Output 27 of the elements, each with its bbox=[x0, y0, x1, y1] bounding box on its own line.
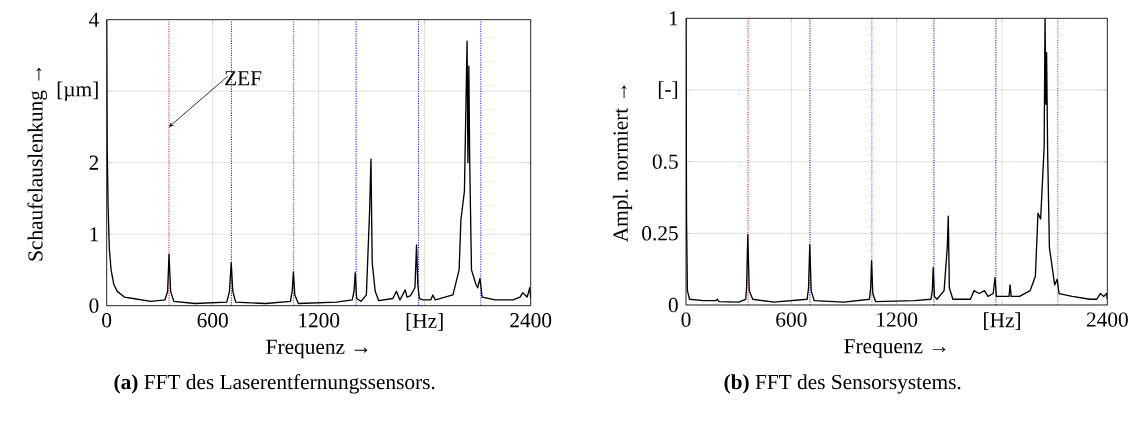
y-tick-label: 1 bbox=[90, 227, 99, 242]
text: (b) FFT des Sensorsystems. bbox=[724, 374, 961, 394]
y-tick-label: 0 bbox=[89, 298, 99, 313]
x-tick-label: 2400 bbox=[1086, 312, 1128, 327]
y-tick-label: 4 bbox=[89, 12, 99, 27]
y-tick-label: [-] bbox=[658, 81, 678, 99]
x-tick-label: [Hz] bbox=[406, 313, 443, 331]
y-tick-label: 0 bbox=[668, 297, 678, 313]
x-tick-label: 0 bbox=[681, 312, 691, 327]
text: (a) FFT des Laserentfernungssensors. bbox=[114, 373, 435, 394]
y-axis-title: Ampl. normiert → bbox=[612, 85, 633, 243]
y-tick-label: 0.25 bbox=[642, 226, 678, 241]
y-tick-label: [µm] bbox=[57, 81, 98, 101]
x-tick-label: 1200 bbox=[877, 312, 918, 327]
x-tick-label: 600 bbox=[197, 313, 228, 328]
x-tick-label: 2400 bbox=[510, 313, 552, 328]
y-tick-label: 0.5 bbox=[652, 154, 678, 169]
x-tick-label: 0 bbox=[102, 313, 112, 328]
y-axis-title: Schaufelauslenkung → bbox=[27, 67, 48, 261]
x-tick-label: 1200 bbox=[299, 313, 340, 328]
x-tick-label: [Hz] bbox=[984, 312, 1020, 331]
annotation: ZEF bbox=[225, 71, 262, 86]
x-axis-title: Frequenz → bbox=[266, 339, 368, 359]
y-tick-label: 1 bbox=[669, 11, 678, 26]
y-tick-label: 2 bbox=[89, 155, 99, 170]
x-axis-title: Frequenz → bbox=[844, 339, 946, 358]
x-tick-label: 600 bbox=[776, 312, 807, 327]
